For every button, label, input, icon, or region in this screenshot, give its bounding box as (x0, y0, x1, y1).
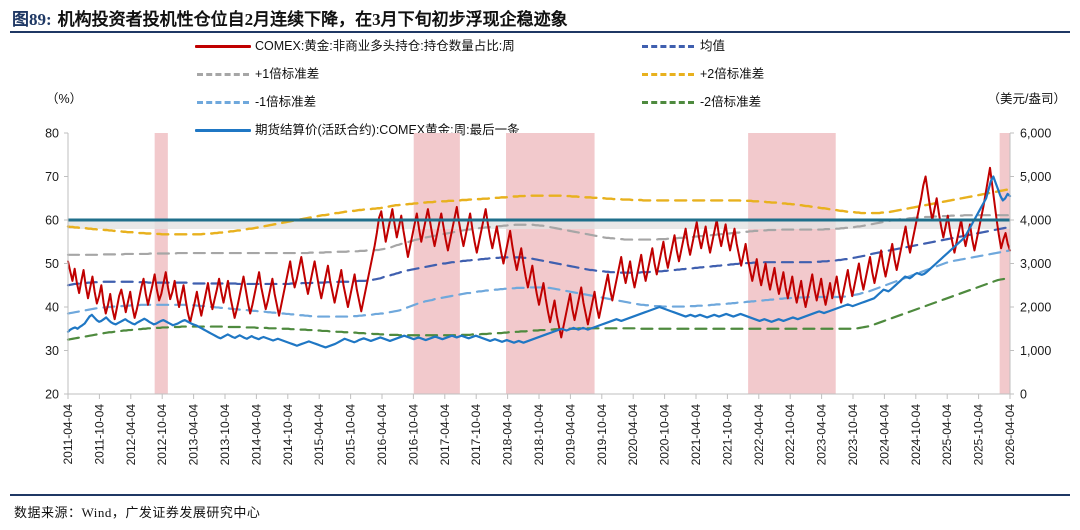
legend-label: COMEX:黄金:非商业多头持仓:持仓数量占比:周 (255, 39, 515, 53)
x-axis-tick-label: 2016-10-04 (406, 404, 420, 466)
x-axis-tick-label: 2021-10-04 (720, 404, 734, 466)
x-axis-tick-label: 2017-10-04 (469, 404, 483, 466)
y-axis-left-tick-label: 40 (45, 301, 59, 315)
highlight-band (154, 133, 168, 394)
legend-swatch-dashed-icon (195, 68, 251, 80)
x-axis-tick-label: 2016-04-04 (375, 404, 389, 466)
y-axis-left-tick-label: 30 (45, 344, 59, 358)
x-axis-tick-label: 2014-04-04 (249, 404, 263, 466)
x-axis-tick-label: 2018-04-04 (501, 404, 515, 466)
y-axis-left-tick-label: 20 (45, 388, 59, 402)
y-axis-right-tick-label: 4,000 (1020, 214, 1051, 228)
x-axis-tick-label: 2013-10-04 (218, 404, 232, 466)
x-axis-tick-label: 2013-04-04 (187, 404, 201, 466)
x-axis-tick-label: 2019-04-04 (563, 404, 577, 466)
y-axis-right-tick-label: 1,000 (1020, 344, 1051, 358)
x-axis-tick-label: 2017-04-04 (438, 404, 452, 466)
x-axis-tick-label: 2015-04-04 (312, 404, 326, 466)
series-line (66, 225, 1012, 287)
chart-legend: COMEX:黄金:非商业多头持仓:持仓数量占比:周 均值 +1倍标准差 +2倍标准差 -… (0, 36, 1080, 136)
legend-item[interactable]: -1倍标准差 (195, 96, 316, 109)
x-axis-tick-label: 2018-10-04 (532, 404, 546, 466)
x-axis-tick-label: 2020-10-04 (658, 404, 672, 466)
legend-label: -2倍标准差 (700, 95, 762, 109)
legend-item[interactable]: COMEX:黄金:非商业多头持仓:持仓数量占比:周 (195, 40, 515, 53)
y-axis-left-tick-label: 80 (45, 127, 59, 141)
left-axis-unit: （%） (46, 92, 83, 106)
x-axis-tick-label: 2012-10-04 (155, 404, 169, 466)
legend-swatch-dashed-icon (640, 96, 696, 108)
title-divider (10, 31, 1070, 33)
legend-label: +2倍标准差 (700, 67, 765, 81)
legend-label: +1倍标准差 (255, 67, 320, 81)
x-axis-tick-label: 2023-04-04 (815, 404, 829, 466)
highlight-band (999, 133, 1010, 394)
y-axis-left-tick-label: 50 (45, 257, 59, 271)
y-axis-right-tick-label: 5,000 (1020, 170, 1051, 184)
right-axis-unit: （美元/盎司） (987, 92, 1066, 106)
page-title: 机构投资者投机性仓位自2月连续下降，在3月下旬初步浮现企稳迹象 (57, 9, 568, 29)
y-axis-right-tick-label: 0 (1020, 388, 1027, 402)
footer-divider (10, 494, 1070, 496)
figure-number: 图89: (12, 9, 52, 29)
x-axis-tick-label: 2019-10-04 (595, 404, 609, 466)
x-axis-tick-label: 2020-04-04 (626, 404, 640, 466)
x-axis-tick-label: 2023-10-04 (846, 404, 860, 466)
x-axis-tick-label: 2015-10-04 (344, 404, 358, 466)
x-axis-tick-label: 2014-10-04 (281, 404, 295, 466)
legend-swatch-dashed-icon (195, 96, 251, 108)
y-axis-right-tick-label: 6,000 (1020, 127, 1051, 141)
highlight-band (748, 133, 836, 394)
figure-title-row: 图89: 机构投资者投机性仓位自2月连续下降，在3月下旬初步浮现企稳迹象 (12, 4, 1068, 30)
x-axis-tick-label: 2024-10-04 (909, 404, 923, 466)
legend-item[interactable]: +2倍标准差 (640, 68, 764, 81)
series-line (67, 166, 1011, 339)
chart-svg: 20 30 40 50 60 70 80 0 1,000 2,000 3,000 4,000 5,000… (45, 127, 1051, 466)
y-axis-right-tick-label: 3,000 (1020, 257, 1051, 271)
x-axis-tick-label: 2025-10-04 (972, 404, 986, 466)
legend-label: -1倍标准差 (255, 95, 317, 109)
series-line (66, 188, 1012, 236)
highlight-band (506, 133, 595, 394)
x-axis-tick-label: 2011-10-04 (92, 404, 106, 465)
x-axis-tick-label: 2012-04-04 (124, 404, 138, 466)
x-axis-tick-label: 2024-04-04 (877, 404, 891, 466)
x-axis-tick-label: 2021-04-04 (689, 404, 703, 466)
series-line (66, 175, 1012, 349)
legend-item[interactable]: -2倍标准差 (640, 96, 761, 109)
legend-item[interactable]: +1倍标准差 (195, 68, 319, 81)
legend-label: 均值 (700, 39, 726, 53)
source-note: 数据来源：Wind，广发证券发展研究中心 (14, 505, 261, 520)
chart-area: 20 30 40 50 60 70 80 0 1,000 2,000 3,000 4,000 5,000… (0, 118, 1080, 488)
y-axis-left-tick-label: 70 (45, 170, 59, 184)
series-line (66, 214, 1012, 256)
legend-swatch-dashed-icon (640, 68, 696, 80)
x-axis-tick-label: 2026-04-04 (1003, 404, 1017, 466)
y-axis-left-tick-label: 60 (45, 214, 59, 228)
x-axis-tick-label: 2022-10-04 (783, 404, 797, 466)
legend-swatch-solid-icon (195, 40, 251, 52)
x-axis-tick-label: 2022-04-04 (752, 404, 766, 466)
highlight-band (413, 133, 460, 394)
legend-swatch-dashed-icon (640, 40, 696, 52)
series-line (66, 277, 1012, 341)
legend-item[interactable]: 均值 (640, 40, 725, 53)
legend-swatch-solid-icon (195, 124, 251, 136)
x-axis-tick-label: 2011-04-04 (61, 404, 75, 465)
y-axis-right-tick-label: 2,000 (1020, 301, 1051, 315)
x-axis-tick-label: 2025-04-04 (940, 404, 954, 466)
